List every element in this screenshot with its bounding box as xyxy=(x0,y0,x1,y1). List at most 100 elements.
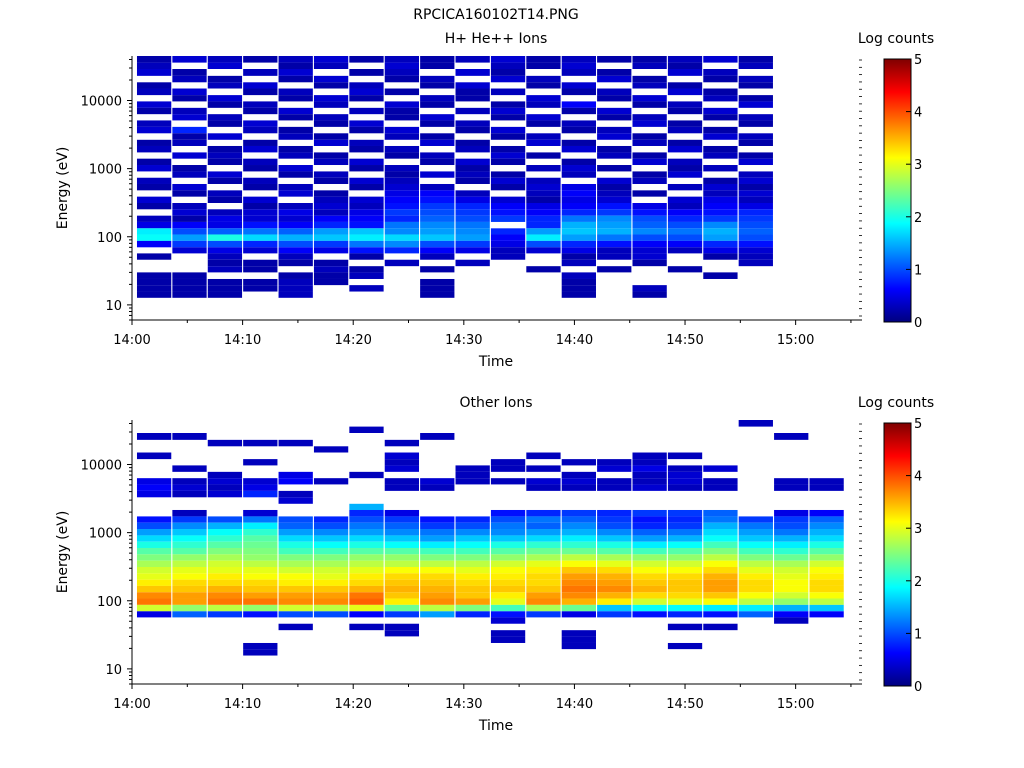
heatmap-cell xyxy=(667,101,703,108)
heatmap-cell xyxy=(136,611,172,618)
heatmap-cell xyxy=(243,560,278,567)
heatmap-cell xyxy=(455,529,490,536)
colorbar xyxy=(883,58,912,323)
heatmap-cells xyxy=(136,56,773,298)
heatmap-cell xyxy=(597,234,632,241)
heatmap-cell xyxy=(243,547,278,555)
heatmap-cell xyxy=(278,567,313,574)
heatmap-cell xyxy=(384,484,420,491)
heatmap-cell xyxy=(384,598,420,605)
heatmap-cell xyxy=(349,196,384,203)
heatmap-cell xyxy=(420,139,455,146)
heatmap-cell xyxy=(455,240,490,248)
heatmap-cell xyxy=(809,535,844,542)
heatmap-cell xyxy=(172,598,207,605)
heatmap-cell xyxy=(278,203,313,210)
heatmap-cell xyxy=(313,446,349,453)
heatmap-cell xyxy=(136,516,172,523)
heatmap-cell xyxy=(490,196,526,203)
heatmap-cell xyxy=(349,554,384,561)
heatmap-cell xyxy=(526,152,561,159)
heatmap-cell xyxy=(490,592,526,599)
heatmap-cell xyxy=(384,541,420,548)
heatmap-cell xyxy=(136,120,172,127)
heatmap-cell xyxy=(172,291,207,298)
heatmap-cell xyxy=(526,522,561,530)
heatmap-cell xyxy=(632,158,667,166)
heatmap-cell xyxy=(313,203,349,210)
heatmap-cell xyxy=(667,107,703,115)
heatmap-cell xyxy=(207,579,243,586)
heatmap-cell xyxy=(136,535,172,542)
heatmap-cell xyxy=(632,215,667,222)
heatmap-cell xyxy=(349,516,384,523)
heatmap-cell xyxy=(703,95,738,102)
heatmap-cell xyxy=(278,95,313,102)
heatmap-cell xyxy=(455,145,490,153)
heatmap-cell xyxy=(420,101,455,108)
heatmap-cell xyxy=(597,247,632,254)
heatmap-cell xyxy=(667,598,703,605)
heatmap-cell xyxy=(526,139,561,146)
heatmap-cell xyxy=(526,554,561,561)
heatmap-cell xyxy=(172,69,207,76)
heatmap-cell xyxy=(455,598,490,605)
heatmap-cell xyxy=(349,567,384,574)
heatmap-cell xyxy=(809,604,844,612)
heatmap-cell xyxy=(667,165,703,172)
heatmap-cell xyxy=(420,598,455,605)
heatmap-cell xyxy=(349,203,384,210)
heatmap-cell xyxy=(561,88,596,96)
heatmap-cell xyxy=(278,516,313,523)
heatmap-cell xyxy=(490,101,526,108)
heatmap-cell xyxy=(561,203,596,210)
y-tick-label: 1000 xyxy=(89,527,122,542)
heatmap-cell xyxy=(632,285,667,292)
heatmap-cell xyxy=(278,490,313,498)
heatmap-cell xyxy=(243,535,278,542)
heatmap-cell xyxy=(172,490,207,498)
heatmap-cell xyxy=(172,611,207,618)
heatmap-cell xyxy=(632,101,667,108)
heatmap-cell xyxy=(420,133,455,140)
heatmap-cell xyxy=(136,285,172,292)
colorbar xyxy=(883,422,912,687)
heatmap-cell xyxy=(632,541,667,548)
heatmap-cell xyxy=(490,69,526,76)
heatmap-cell xyxy=(349,228,384,235)
heatmap-cell xyxy=(313,522,349,530)
heatmap-cell xyxy=(526,541,561,548)
heatmap-cell xyxy=(738,133,773,140)
heatmap-cell xyxy=(774,573,809,580)
heatmap-cell xyxy=(632,585,667,593)
heatmap-cell xyxy=(384,516,420,523)
heatmap-cell xyxy=(490,509,526,517)
heatmap-cell xyxy=(243,228,278,235)
heatmap-cell xyxy=(774,617,809,624)
heatmap-cell xyxy=(667,69,703,76)
heatmap-cell xyxy=(526,529,561,536)
heatmap-cell xyxy=(278,240,313,248)
heatmap-cell xyxy=(455,158,490,166)
heatmap-cell xyxy=(278,529,313,536)
heatmap-cell xyxy=(207,439,243,447)
heatmap-cell xyxy=(278,114,313,121)
heatmap-cell xyxy=(526,95,561,102)
heatmap-cell xyxy=(349,253,384,260)
heatmap-cell xyxy=(738,585,773,593)
heatmap-cell xyxy=(526,509,561,517)
heatmap-cell xyxy=(313,611,349,618)
heatmap-cell xyxy=(526,165,561,172)
heatmap-cell xyxy=(313,56,349,63)
heatmap-cell xyxy=(278,585,313,593)
heatmap-cell xyxy=(278,623,313,631)
heatmap-cell xyxy=(703,183,738,191)
heatmap-cell xyxy=(313,529,349,536)
heatmap-cell xyxy=(632,82,667,89)
heatmap-cell xyxy=(738,228,773,235)
heatmap-cell xyxy=(420,478,455,485)
heatmap-cell xyxy=(172,478,207,485)
heatmap-cell xyxy=(703,75,738,83)
heatmap-cell xyxy=(420,554,455,561)
heatmap-cell xyxy=(703,585,738,593)
